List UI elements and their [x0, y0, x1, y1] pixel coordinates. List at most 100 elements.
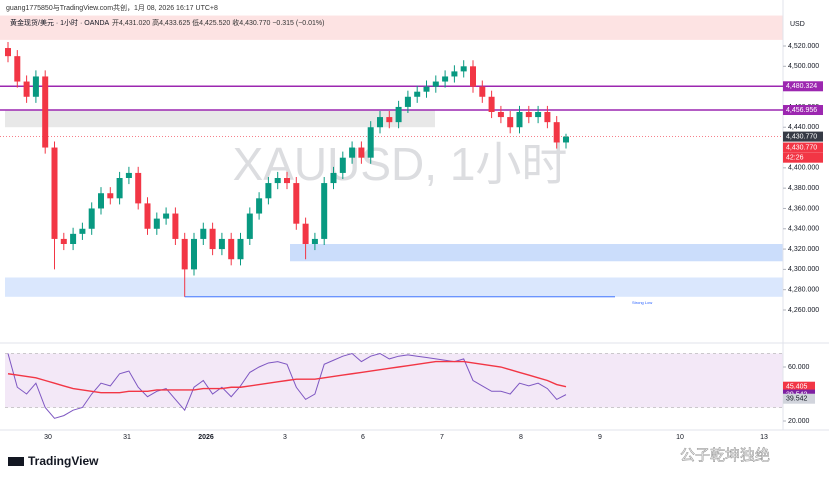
candle-body: [497, 112, 504, 118]
x-tick-label: 6: [361, 434, 365, 441]
rsi-line: [7, 360, 567, 394]
price-tag: [783, 131, 823, 142]
y-tick-label: 60.000: [788, 364, 810, 371]
zone: [5, 109, 435, 128]
candle-body: [23, 81, 30, 97]
level-tag: [783, 105, 823, 116]
candle-body: [516, 112, 523, 128]
zones: [0, 15, 783, 408]
candle-body: [135, 172, 142, 204]
value-tag: [783, 393, 815, 404]
logo: TradingView: [28, 454, 99, 468]
candle-body: [553, 122, 560, 143]
price-tag: [783, 152, 823, 163]
candle-body: [5, 48, 11, 57]
candle-body: [311, 238, 318, 244]
x-tick-label: 8: [519, 434, 523, 441]
candle-body: [414, 91, 421, 97]
price-tag-label: 42:26: [786, 155, 804, 162]
y-tick-label: 4,500.000: [788, 63, 819, 70]
candle-body: [265, 183, 272, 199]
zone: [0, 15, 783, 40]
x-tick-label: 9: [598, 434, 602, 441]
symbol-line: 黄金现货/美元 · 1小时 · OANDA: [10, 18, 110, 27]
y-tick-label: 4,380.000: [788, 185, 819, 192]
level-label: 4,480.324: [786, 83, 817, 90]
zone: [290, 244, 783, 262]
candle-body: [218, 238, 225, 250]
candle-body: [116, 178, 123, 199]
candle-body: [395, 106, 402, 123]
candle-body: [377, 117, 383, 128]
candle-body: [339, 157, 346, 173]
candle-body: [544, 112, 551, 123]
logo-icon: [8, 457, 24, 466]
candle-body: [321, 183, 328, 239]
y-tick-label: 4,300.000: [788, 266, 819, 273]
candle-body: [451, 71, 458, 77]
zone: [5, 277, 783, 297]
candle-body: [144, 203, 151, 229]
candle-body: [191, 238, 197, 270]
candle-body: [256, 198, 263, 214]
y-tick-label: 4,440.000: [788, 124, 819, 131]
candle-body: [284, 178, 290, 184]
x-tick-label: 30: [44, 434, 52, 441]
candle-body: [358, 147, 365, 158]
y-tick-label: 4,320.000: [788, 246, 819, 253]
x-tick-label: 2026: [198, 434, 214, 441]
price-tag-label: 4,430.770: [786, 133, 817, 140]
candle-body: [172, 213, 179, 239]
candle-body: [386, 117, 393, 123]
x-tick-label: 10: [676, 434, 684, 441]
candle-body: [470, 66, 476, 87]
level-label: 4,456.956: [786, 107, 817, 114]
candle-body: [79, 228, 86, 234]
author-line: guang1775850与TradingView.com共创，1月 08, 20…: [6, 3, 218, 12]
candle-body: [404, 96, 411, 107]
candle-body: [51, 147, 58, 239]
price-tag: [783, 142, 823, 153]
candle-body: [200, 228, 207, 239]
x-tick-label: 13: [760, 434, 768, 441]
level-tag: [783, 81, 823, 92]
candle-body: [442, 76, 449, 82]
candle-body: [330, 172, 337, 184]
candle-body: [246, 213, 253, 239]
watermark: XAUUSD, 1小时: [233, 138, 568, 190]
candle-body: [60, 238, 67, 244]
credit: 公子乾坤独绝: [680, 447, 770, 464]
candle-body: [367, 127, 374, 158]
candle-body: [507, 117, 514, 128]
candle-body: [237, 238, 244, 260]
price-tag-label: 4,430.770: [786, 144, 817, 151]
candle-body: [432, 81, 439, 87]
rsi-band: [5, 353, 783, 408]
y-tick-label: 4,400.000: [788, 165, 819, 172]
candle-body: [274, 178, 281, 184]
candle-body: [107, 193, 114, 199]
candle-body: [488, 96, 495, 112]
annotation: Strong Low: [632, 300, 652, 305]
candle-body: [209, 228, 216, 250]
candle-body: [70, 233, 77, 244]
ohlc-line: 开4,431.020 高4,433.625 低4,425.520 收4,430.…: [112, 18, 325, 27]
y-tick-label: 4,360.000: [788, 205, 819, 212]
y-tick-label: 4,260.000: [788, 307, 819, 314]
x-tick-label: 3: [283, 434, 287, 441]
y-tick-label: 4,520.000: [788, 43, 819, 50]
rsi-line: [7, 352, 567, 419]
candle-body: [479, 86, 486, 97]
candle-body: [88, 208, 95, 229]
candle-body: [460, 66, 467, 72]
currency: USD: [790, 21, 805, 28]
value-tag-label: 39.542: [786, 396, 808, 403]
candle-body: [125, 172, 132, 178]
candle-body: [14, 56, 21, 82]
candle-body: [42, 76, 49, 148]
candle-body: [423, 86, 430, 92]
value-tag-label: 45.405: [786, 384, 808, 391]
candle-body: [163, 213, 170, 219]
